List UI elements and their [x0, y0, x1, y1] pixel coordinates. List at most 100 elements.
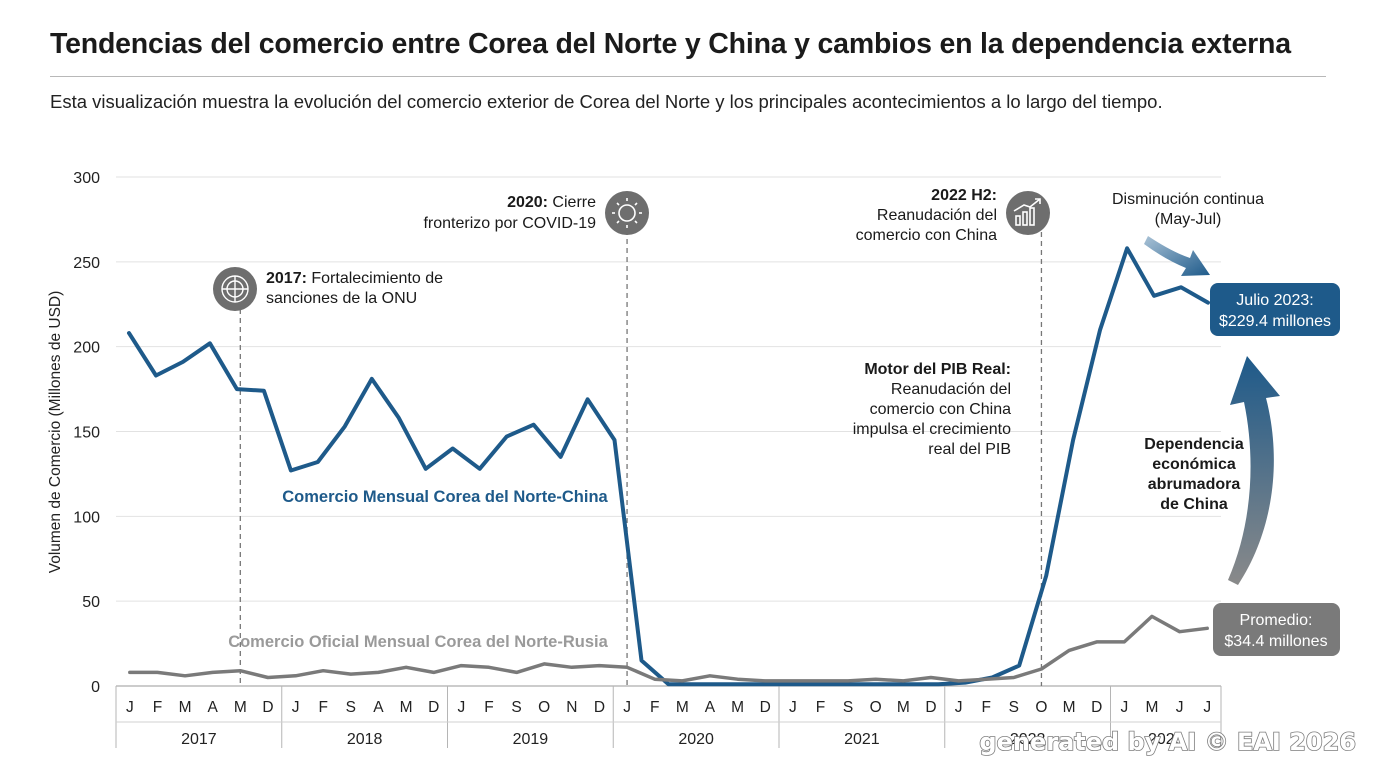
decline-annotation-line2: (May-Jul) [1155, 211, 1222, 228]
x-tick-label: J [457, 699, 465, 716]
event-2022-label: 2022 H2: [931, 187, 997, 204]
russia-callout-line1: Promedio: [1240, 612, 1313, 629]
x-tick-label: D [428, 699, 439, 716]
event-2017: 2017: Fortalecimiento de sanciones de la… [213, 267, 443, 311]
title-divider [50, 76, 1326, 77]
year-label: 2021 [844, 731, 880, 748]
event-2017-label: 2017: Fortalecimiento de [266, 270, 443, 287]
gdp-annotation-line: Reanudación del [891, 381, 1011, 398]
dependence-line: Dependencia [1144, 436, 1244, 453]
x-tick-label: F [816, 699, 825, 716]
y-tick-label: 300 [73, 170, 100, 187]
russia-series-label: Comercio Oficial Mensual Corea del Norte… [228, 633, 608, 651]
year-label: 2022 [1010, 731, 1046, 748]
x-tick-label: M [179, 699, 192, 716]
gdp-annotation: Motor del PIB Real: Reanudación del come… [853, 361, 1011, 458]
x-tick-label: D [925, 699, 936, 716]
russia-callout: Promedio: $34.4 millones [1213, 603, 1340, 656]
un-emblem-detail [221, 275, 249, 303]
x-tick-label: O [870, 699, 882, 716]
x-tick-label: J [623, 699, 631, 716]
series-lines [127, 246, 1210, 687]
x-tick-label: F [981, 699, 990, 716]
grid-lines [116, 176, 1221, 687]
page-subtitle: Esta visualización muestra la evolución … [50, 91, 1163, 112]
x-tick-label: F [153, 699, 162, 716]
x-tick-label: F [650, 699, 659, 716]
x-tick-label: J [1203, 699, 1211, 716]
x-tick-label: S [511, 699, 521, 716]
china-callout: Julio 2023: $229.4 millones [1210, 283, 1340, 336]
x-tick-label: J [292, 699, 300, 716]
y-tick-label: 100 [73, 509, 100, 526]
x-tick-label: D [594, 699, 605, 716]
decline-arrow [1144, 236, 1210, 276]
russia-callout-line2: $34.4 millones [1224, 633, 1327, 650]
virus-icon [605, 191, 649, 235]
event-2022-label-line3: comercio con China [856, 227, 998, 244]
decline-annotation: Disminución continua [1112, 191, 1264, 208]
x-tick-label: M [897, 699, 910, 716]
x-tick-label: M [400, 699, 413, 716]
year-label: 2017 [181, 731, 217, 748]
event-2017-label-line2: sanciones de la ONU [266, 290, 417, 307]
y-axis-ticks: 0 50 100 150 200 250 300 [73, 170, 100, 696]
x-tick-label: M [1145, 699, 1158, 716]
x-tick-label: F [484, 699, 493, 716]
gdp-annotation-line: comercio con China [870, 401, 1012, 418]
virus-icon-detail [612, 198, 642, 228]
event-2020-label: 2020: Cierre [507, 194, 596, 211]
x-tick-label: J [126, 699, 134, 716]
x-tick-label: S [843, 699, 853, 716]
year-label: 2020 [678, 731, 714, 748]
y-tick-label: 0 [91, 679, 100, 696]
dependence-line: económica [1152, 456, 1236, 473]
watermark: generated by AI © EAI 2026 [979, 727, 1357, 757]
x-tick-label: J [955, 699, 963, 716]
x-tick-label: J [1120, 699, 1128, 716]
x-tick-label: M [676, 699, 689, 716]
x-tick-label: D [262, 699, 273, 716]
china-callout-line1: Julio 2023: [1236, 292, 1313, 309]
event-2022: 2022 H2: Reanudación del comercio con Ch… [856, 187, 1050, 244]
y-tick-label: 200 [73, 340, 100, 357]
x-tick-label: S [1009, 699, 1019, 716]
event-2020-label-line2: fronterizo por COVID-19 [423, 215, 596, 232]
china-trade-line [127, 246, 1210, 687]
x-tick-label: A [373, 699, 384, 716]
year-label: 2023 [1148, 731, 1184, 748]
dependence-annotation: Dependencia económica abrumadora de Chin… [1144, 436, 1244, 513]
event-lines [239, 230, 1043, 686]
year-label: 2019 [513, 731, 549, 748]
gdp-annotation-line: impulsa el crecimiento [853, 421, 1011, 438]
year-label: 2018 [347, 731, 383, 748]
x-tick-label: M [234, 699, 247, 716]
x-tick-label: J [789, 699, 797, 716]
event-2022-label-line2: Reanudación del [877, 207, 997, 224]
russia-trade-line [128, 614, 1209, 683]
china-callout-line2: $229.4 millones [1219, 313, 1331, 330]
x-tick-label: M [731, 699, 744, 716]
x-tick-label: O [538, 699, 550, 716]
china-series-label: Comercio Mensual Corea del Norte-China [282, 488, 608, 506]
y-tick-label: 150 [73, 425, 100, 442]
dependence-line: de China [1160, 496, 1228, 513]
x-tick-label: A [208, 699, 219, 716]
x-tick-label: D [1091, 699, 1102, 716]
x-tick-label: F [318, 699, 327, 716]
dependence-line: abrumadora [1148, 476, 1241, 493]
y-tick-label: 250 [73, 255, 100, 272]
x-tick-label: O [1035, 699, 1047, 716]
gdp-annotation-line: real del PIB [928, 441, 1011, 458]
y-tick-label: 50 [82, 594, 100, 611]
x-tick-label: D [760, 699, 771, 716]
x-tick-label: N [566, 699, 577, 716]
x-tick-label: J [1176, 699, 1184, 716]
x-tick-label: A [705, 699, 716, 716]
event-2020: 2020: Cierre fronterizo por COVID-19 [423, 191, 649, 235]
page-title: Tendencias del comercio entre Corea del … [50, 28, 1291, 60]
y-axis-label: Volumen de Comercio (Millones de USD) [47, 291, 64, 574]
growth-chart-icon [1006, 191, 1050, 235]
dependence-arrow [1228, 356, 1280, 585]
